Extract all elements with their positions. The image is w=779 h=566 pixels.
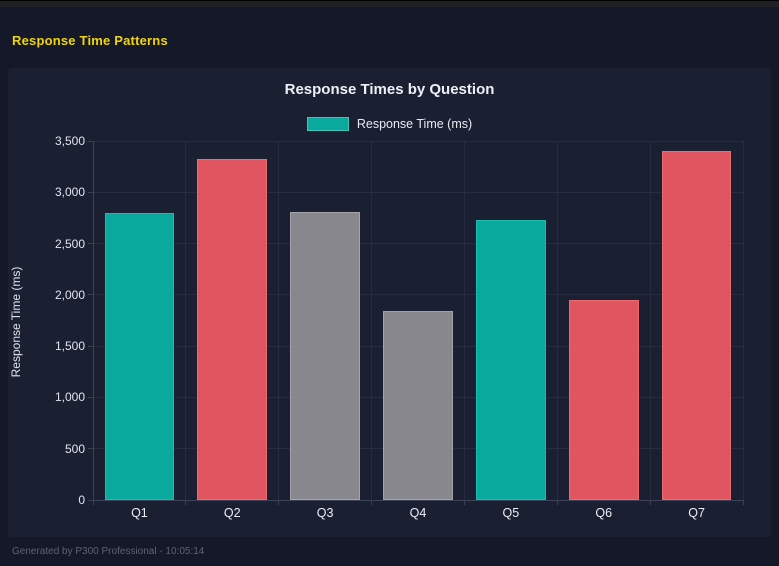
bar-q1[interactable] [104, 212, 175, 500]
x-tick-5 [556, 500, 558, 505]
window-top-strip [0, 0, 779, 7]
gridline-x-5 [556, 141, 558, 500]
y-tick-label-2000: 2,000 [54, 287, 85, 302]
gridline-y-3000 [93, 191, 743, 193]
gridline-x-0 [92, 141, 94, 500]
x-axis-labels: Q1 Q2 Q3 Q4 Q5 Q6 Q7 [93, 506, 743, 522]
x-label-q7: Q7 [688, 506, 705, 520]
y-tick-3000 [88, 191, 93, 193]
bar-slot-q5 [464, 141, 557, 500]
chart-legend[interactable]: Response Time (ms) [8, 116, 771, 132]
y-tick-label-1500: 1,500 [54, 339, 85, 354]
bar-slot-q6 [557, 141, 650, 500]
x-tick-1 [185, 500, 187, 505]
gridline-y-2000 [93, 294, 743, 296]
y-tick-label-0: 0 [78, 493, 85, 507]
bar-q7[interactable] [661, 150, 732, 500]
x-tick-0 [92, 500, 94, 505]
x-label-q4: Q4 [409, 506, 427, 520]
bar-q4[interactable] [383, 310, 453, 500]
gridline-y-2500 [93, 243, 743, 245]
y-tick-3500 [88, 140, 93, 142]
footer-generated-note: Generated by P300 Professional - 10:05:1… [12, 546, 205, 557]
gridline-x-2 [278, 141, 280, 500]
y-tick-0 [88, 499, 93, 501]
x-tick-3 [371, 500, 373, 505]
gridline-y-3500 [93, 140, 743, 142]
y-tick-1500 [88, 345, 93, 347]
bar-slot-q3 [279, 141, 372, 500]
y-tick-2500 [88, 243, 93, 245]
x-label-q1: Q1 [131, 506, 148, 520]
y-tick-label-500: 500 [64, 441, 85, 456]
x-tick-2 [278, 500, 280, 505]
legend-swatch [306, 117, 349, 131]
bar-slot-q1 [93, 141, 186, 500]
y-tick-label-3000: 3,000 [54, 185, 85, 200]
x-label-q5: Q5 [502, 506, 520, 520]
gridline-x-1 [185, 141, 187, 500]
bar-slot-q7 [650, 141, 743, 500]
x-tick-7 [742, 500, 744, 505]
y-tick-1000 [88, 396, 93, 398]
gridline-y-0 [93, 499, 743, 501]
bar-q3[interactable] [290, 211, 360, 500]
x-tick-4 [463, 500, 465, 505]
chart-title: Response Times by Question [284, 81, 495, 98]
y-tick-label-2500: 2,500 [54, 236, 85, 251]
gridline-x-6 [649, 141, 651, 500]
bar-slot-q2 [186, 141, 279, 500]
y-tick-2000 [88, 294, 93, 296]
x-label-q2: Q2 [223, 506, 241, 520]
bar-q5[interactable] [476, 219, 546, 500]
x-tick-6 [649, 500, 651, 505]
gridline-x-7 [742, 141, 744, 500]
y-axis-title: Response Time (ms) [9, 266, 23, 378]
x-label-q6: Q6 [595, 506, 613, 520]
y-tick-500 [88, 448, 93, 450]
legend-label: Response Time (ms) [356, 117, 473, 131]
y-tick-label-3500: 3,500 [54, 134, 85, 148]
gridline-x-4 [463, 141, 465, 500]
gridline-x-3 [371, 141, 373, 500]
bar-q2[interactable] [197, 158, 268, 500]
page-title: Response Time Patterns [12, 33, 168, 48]
x-label-q3: Q3 [316, 506, 334, 520]
plot-area: 0 500 1,000 1,500 2,000 2,500 3,000 3,500 [55, 134, 744, 507]
bar-slot-q4 [372, 141, 465, 500]
bar-q6[interactable] [568, 300, 639, 500]
y-tick-label-1000: 1,000 [54, 390, 85, 405]
chart-panel: Response Times by Question Response Time… [8, 68, 771, 537]
